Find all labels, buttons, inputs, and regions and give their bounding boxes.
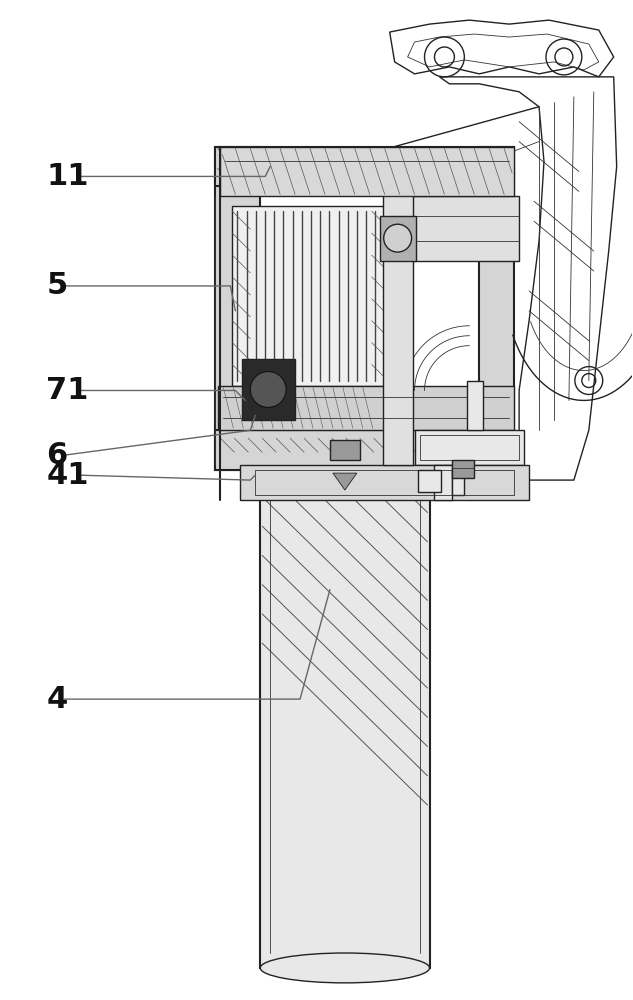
Bar: [215, 430, 514, 470]
Bar: [399, 196, 519, 261]
Bar: [479, 147, 514, 470]
Bar: [220, 147, 514, 196]
Bar: [242, 359, 295, 420]
Bar: [380, 216, 415, 261]
Bar: [420, 435, 519, 460]
Bar: [215, 147, 514, 186]
Bar: [260, 490, 430, 968]
Text: 5: 5: [46, 271, 68, 300]
Bar: [415, 430, 524, 465]
Bar: [241, 465, 529, 500]
Ellipse shape: [260, 953, 430, 983]
Bar: [218, 386, 514, 430]
Circle shape: [384, 224, 411, 252]
Bar: [383, 152, 413, 465]
Bar: [467, 381, 483, 430]
Text: 41: 41: [46, 461, 89, 490]
Text: 11: 11: [46, 162, 89, 191]
Bar: [418, 470, 441, 492]
Bar: [232, 206, 390, 386]
Text: 4: 4: [46, 685, 68, 714]
Bar: [330, 440, 360, 460]
Circle shape: [250, 372, 286, 407]
Text: 6: 6: [46, 441, 68, 470]
Bar: [255, 470, 514, 495]
Bar: [434, 465, 453, 500]
Bar: [215, 147, 260, 470]
Bar: [453, 470, 465, 495]
Polygon shape: [333, 473, 357, 490]
Text: 71: 71: [46, 376, 89, 405]
Bar: [453, 460, 474, 478]
